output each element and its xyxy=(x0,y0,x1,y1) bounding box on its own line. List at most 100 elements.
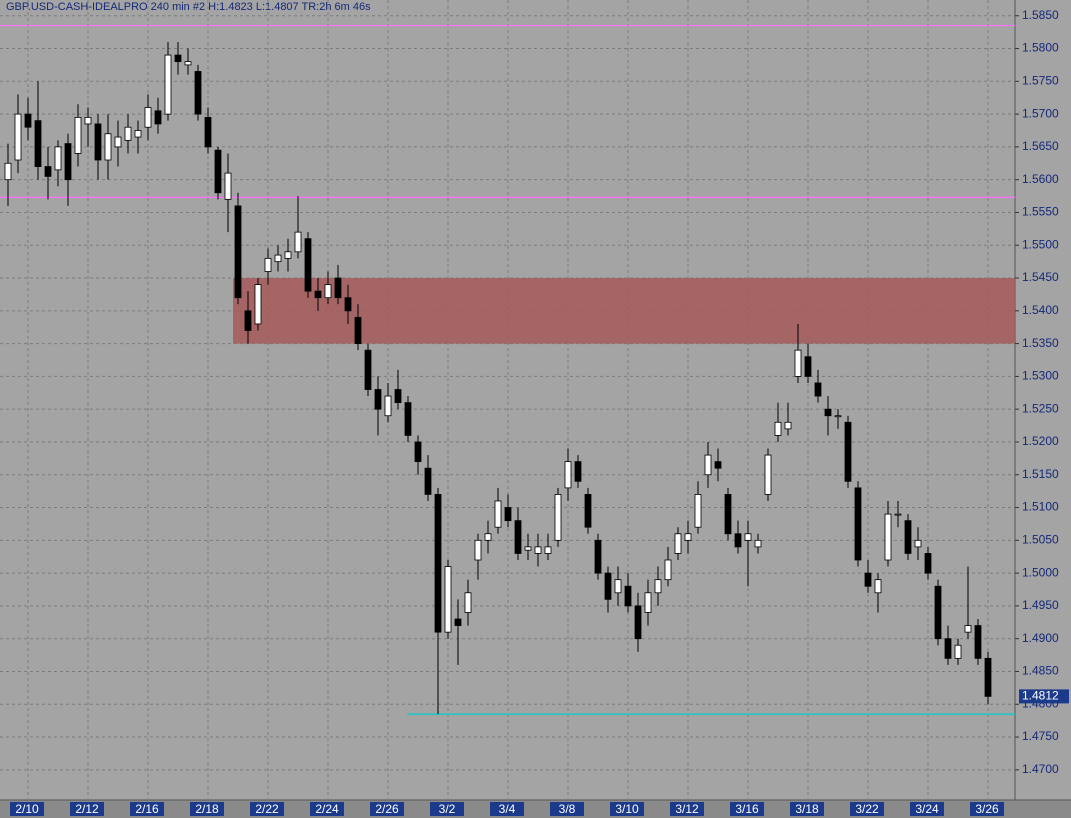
candle-body xyxy=(264,257,272,272)
candle-body xyxy=(54,146,62,171)
candle-body xyxy=(624,585,632,607)
candle-body xyxy=(644,592,652,613)
candle-body xyxy=(924,553,932,574)
x-tick-box xyxy=(550,802,584,816)
candle-body xyxy=(914,539,922,548)
candle-body xyxy=(794,349,802,377)
candle-body xyxy=(764,454,772,495)
candle-body xyxy=(734,533,742,548)
candle-body xyxy=(204,116,212,148)
y-tick-label: 1.5000 xyxy=(1022,565,1059,579)
candle-body xyxy=(104,133,112,161)
candle-body xyxy=(584,494,592,528)
y-tick-label: 1.5800 xyxy=(1022,41,1059,55)
x-tick-box xyxy=(250,802,284,816)
candle-body xyxy=(324,284,332,299)
candle-body xyxy=(834,415,842,418)
x-tick-box xyxy=(730,802,764,816)
candle-body xyxy=(114,136,122,148)
x-tick-label: 3/24 xyxy=(915,802,939,816)
y-tick-label: 1.5500 xyxy=(1022,237,1059,251)
candle-body xyxy=(374,389,382,410)
x-tick-box xyxy=(790,802,824,816)
candle-body xyxy=(634,605,642,640)
candle-body xyxy=(504,507,512,522)
x-tick-label: 3/18 xyxy=(795,802,819,816)
candle-body xyxy=(414,441,422,463)
candle-body xyxy=(784,421,792,430)
y-tick-label: 1.5750 xyxy=(1022,73,1059,87)
candle-body xyxy=(864,572,872,587)
candle-body xyxy=(164,54,172,115)
x-tick-label: 2/22 xyxy=(255,802,279,816)
candle-body xyxy=(34,120,42,167)
candle-body xyxy=(934,585,942,640)
candle-body xyxy=(614,579,622,594)
candle-body xyxy=(234,205,242,299)
candle-body xyxy=(984,657,992,697)
candle-body xyxy=(424,467,432,495)
candle-body xyxy=(154,110,162,125)
candle-body xyxy=(124,126,132,141)
y-tick-label: 1.5450 xyxy=(1022,270,1059,284)
candle-body xyxy=(484,533,492,541)
x-tick-box xyxy=(310,802,344,816)
x-tick-box xyxy=(610,802,644,816)
x-tick-box xyxy=(10,802,44,816)
y-tick-label: 1.4700 xyxy=(1022,762,1059,776)
y-tick-label: 1.5600 xyxy=(1022,172,1059,186)
zone xyxy=(233,278,1015,344)
candle-body xyxy=(814,382,822,397)
y-tick-label: 1.5650 xyxy=(1022,139,1059,153)
candle-body xyxy=(704,454,712,476)
candle-body xyxy=(4,162,12,181)
candle-body xyxy=(194,71,202,115)
candle-body xyxy=(364,349,372,390)
candle-body xyxy=(94,123,102,161)
candle-body xyxy=(294,231,302,253)
candle-body xyxy=(184,61,192,66)
candle-body xyxy=(514,520,522,554)
candle-body xyxy=(964,625,972,633)
candle-body xyxy=(854,487,862,561)
x-tick-label: 2/18 xyxy=(195,802,219,816)
x-tick-label: 2/16 xyxy=(135,802,159,816)
candle-body xyxy=(174,54,182,63)
candle-body xyxy=(544,546,552,554)
candle-body xyxy=(604,572,612,600)
candle-body xyxy=(724,494,732,535)
candle-body xyxy=(214,149,222,194)
y-tick-label: 1.5850 xyxy=(1022,8,1059,22)
candle-body xyxy=(344,297,352,312)
y-tick-label: 1.4900 xyxy=(1022,631,1059,645)
x-tick-box xyxy=(850,802,884,816)
candle-body xyxy=(74,116,82,154)
candle-body xyxy=(494,500,502,528)
candle-body xyxy=(904,520,912,554)
candle-body xyxy=(334,277,342,299)
y-tick-label: 1.5700 xyxy=(1022,106,1059,120)
x-tick-box xyxy=(370,802,404,816)
candle-body xyxy=(394,389,402,404)
x-tick-label: 3/8 xyxy=(559,802,576,816)
candle-body xyxy=(694,494,702,528)
x-tick-label: 3/12 xyxy=(675,802,699,816)
y-tick-label: 1.5100 xyxy=(1022,500,1059,514)
x-tick-label: 3/2 xyxy=(439,802,456,816)
x-tick-label: 3/10 xyxy=(615,802,639,816)
y-tick-label: 1.5250 xyxy=(1022,401,1059,415)
candle-body xyxy=(24,113,32,128)
y-tick-label: 1.4750 xyxy=(1022,729,1059,743)
candle-body xyxy=(954,644,962,659)
x-tick-label: 2/24 xyxy=(315,802,339,816)
y-tick-label: 1.5400 xyxy=(1022,303,1059,317)
candle-body xyxy=(314,290,322,299)
candle-body xyxy=(254,284,262,325)
candle-body xyxy=(224,172,232,200)
x-tick-box xyxy=(190,802,224,816)
candle-body xyxy=(84,116,92,125)
candle-body xyxy=(804,356,812,377)
candle-body xyxy=(654,579,662,594)
